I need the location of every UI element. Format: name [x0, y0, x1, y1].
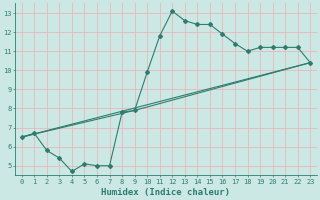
X-axis label: Humidex (Indice chaleur): Humidex (Indice chaleur)	[101, 188, 230, 197]
